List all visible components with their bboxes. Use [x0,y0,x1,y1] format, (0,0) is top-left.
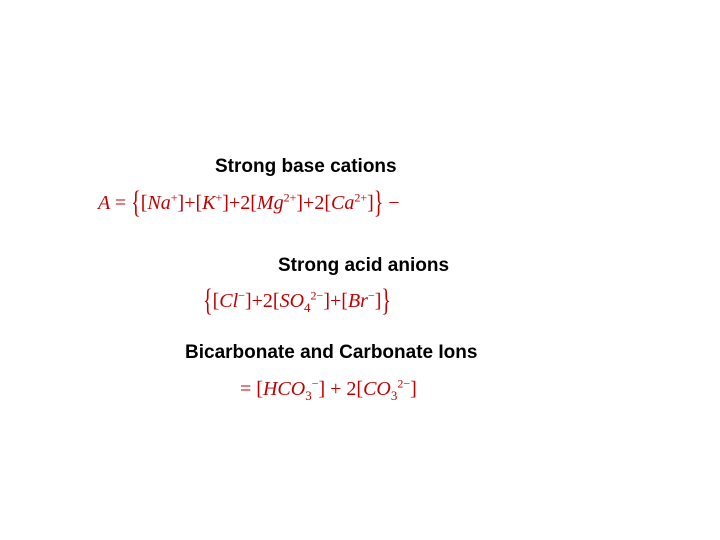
term-mg: 2[Mg2+] [240,192,303,214]
term-co3: 2[CO32−] [346,378,416,400]
plus-icon: + [303,192,314,214]
plus-icon: + [184,192,195,214]
heading-strong-acid-anions: Strong acid anions [278,255,449,277]
formula-anions: {[Cl−]+2[SO42−]+[Br−]} [203,290,391,313]
trailing-minus: − [383,192,399,214]
brace-open-icon: { [203,283,213,320]
term-hco3: [HCO3−] [256,378,325,400]
term-ca: 2[Ca2+] [314,192,373,214]
brace-close-icon: } [381,283,391,320]
term-k: [K+] [196,192,229,214]
heading-strong-base-cations: Strong base cations [215,156,397,178]
plus-icon: + [252,290,263,312]
term-cl: [Cl−] [213,290,252,312]
brace-close-icon: } [374,185,384,222]
formula-cations-lhs: A = [98,192,131,214]
plus-icon: + [330,290,341,312]
formula-bicarbonate: = [HCO3−] + 2[CO32−] [240,378,417,401]
brace-open-icon: { [131,185,141,222]
term-so4: 2[SO42−] [263,290,330,312]
slide-root: Strong base cations A = {[Na+]+[K+]+2[Mg… [0,0,720,540]
plus-icon: + [229,192,240,214]
term-na: [Na+] [141,192,184,214]
term-br: [Br−] [341,290,381,312]
heading-bicarbonate-carbonate: Bicarbonate and Carbonate Ions [185,342,477,364]
leading-equals: = [240,378,256,400]
plus-icon: + [325,378,346,400]
formula-cations: A = {[Na+]+[K+]+2[Mg2+]+2[Ca2+]} − [98,192,400,215]
